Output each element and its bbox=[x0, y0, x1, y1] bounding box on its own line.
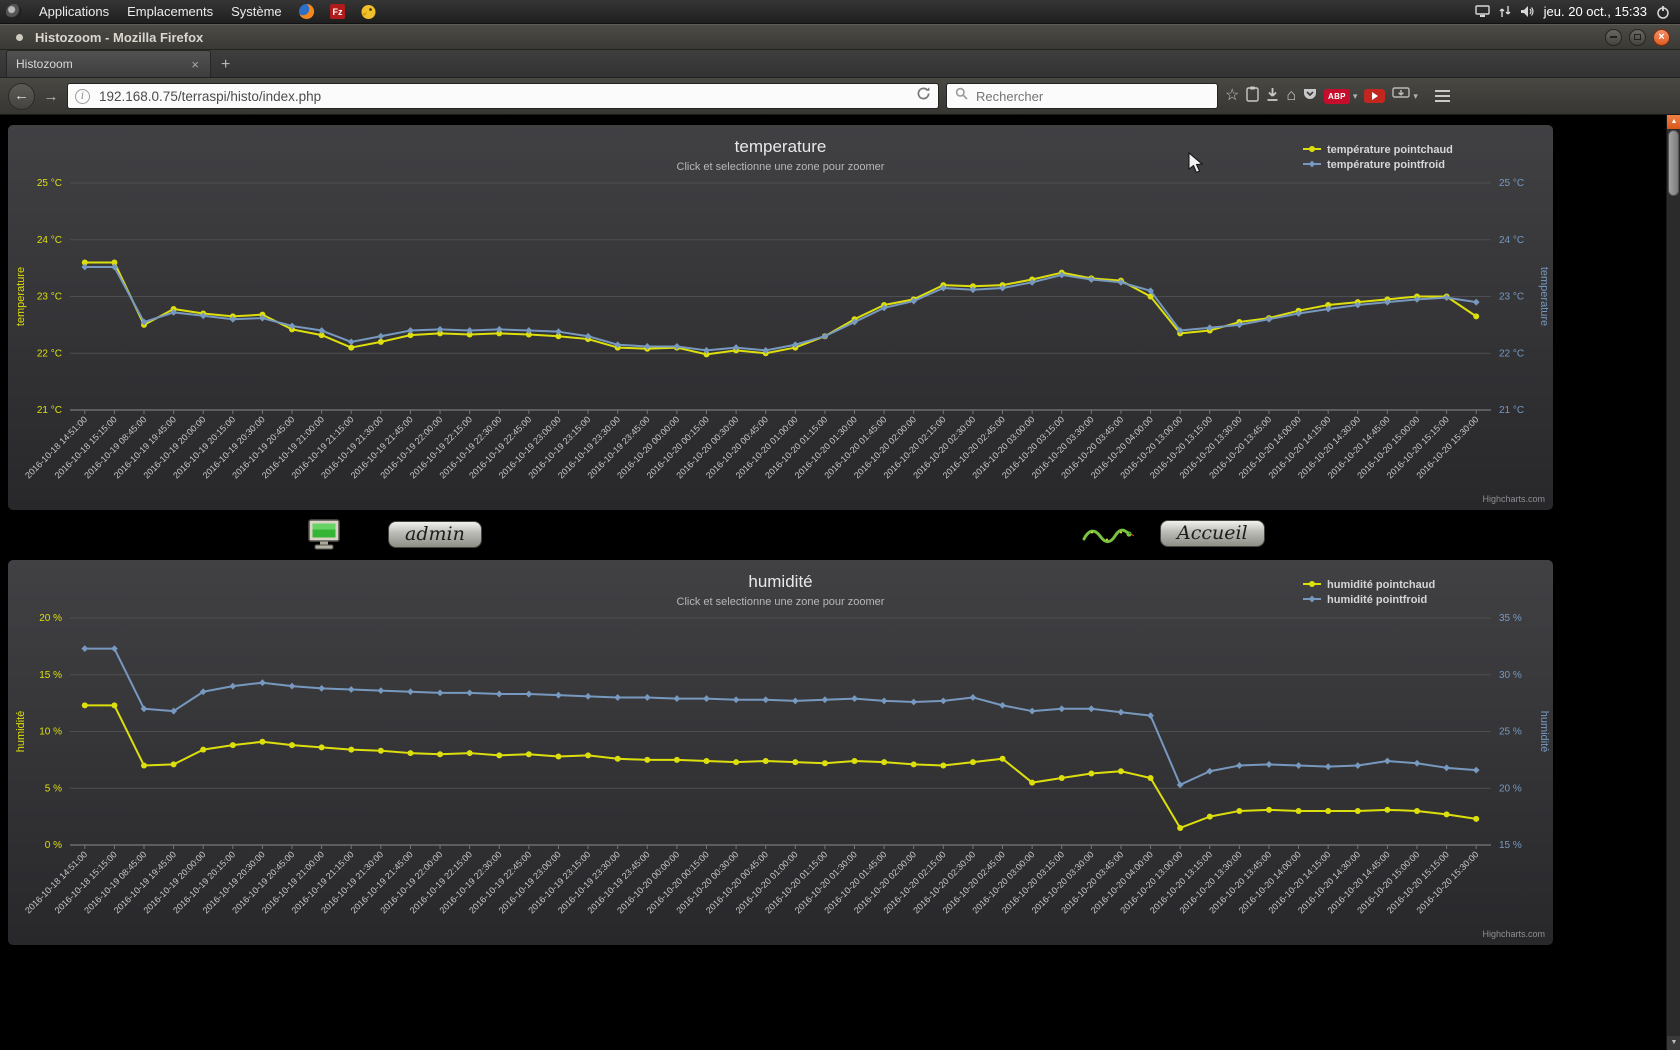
search-icon bbox=[955, 87, 968, 105]
svg-text:25 °C: 25 °C bbox=[37, 178, 62, 189]
menu-applications[interactable]: Applications bbox=[39, 4, 110, 19]
svg-text:22 °C: 22 °C bbox=[1499, 348, 1524, 359]
svg-text:15 %: 15 % bbox=[39, 670, 62, 681]
search-input[interactable] bbox=[974, 87, 1209, 105]
svg-text:25 °C: 25 °C bbox=[1499, 178, 1524, 189]
minimize-button[interactable] bbox=[1605, 28, 1622, 46]
menu-button[interactable] bbox=[1434, 90, 1450, 102]
svg-text:Click et selectionne une zone: Click et selectionne une zone pour zoome… bbox=[677, 161, 885, 173]
svg-text:22 °C: 22 °C bbox=[37, 348, 62, 359]
svg-text:Fz: Fz bbox=[332, 7, 342, 17]
video-downloader-icon bbox=[1392, 86, 1411, 106]
downloads-icon[interactable] bbox=[1266, 87, 1279, 106]
svg-text:temperature: temperature bbox=[1538, 267, 1550, 326]
window-titlebar[interactable]: Histozoom - Mozilla Firefox × bbox=[0, 24, 1680, 50]
svg-text:24 °C: 24 °C bbox=[1499, 235, 1524, 246]
url-bar[interactable]: i bbox=[67, 83, 939, 109]
mouse-cursor bbox=[1188, 151, 1205, 180]
svg-text:humidité pointchaud: humidité pointchaud bbox=[1327, 579, 1435, 591]
svg-text:30 %: 30 % bbox=[1499, 670, 1522, 681]
video-downloader-button[interactable]: ▾ bbox=[1392, 86, 1418, 106]
firefox-launcher-icon[interactable] bbox=[298, 3, 315, 20]
maximize-button[interactable] bbox=[1629, 28, 1646, 46]
distro-logo-icon[interactable] bbox=[6, 3, 22, 20]
reload-icon[interactable] bbox=[916, 86, 931, 106]
svg-text:24 °C: 24 °C bbox=[37, 235, 62, 246]
svg-text:humidité: humidité bbox=[748, 572, 812, 591]
navigation-toolbar: ← → i ☆ ⌂ ABP ▾ ▾ bbox=[0, 78, 1680, 115]
window-title: Histozoom - Mozilla Firefox bbox=[35, 29, 204, 45]
svg-text:21 °C: 21 °C bbox=[37, 405, 62, 416]
pidgin-launcher-icon[interactable] bbox=[360, 3, 377, 20]
svg-text:temperature: temperature bbox=[15, 267, 27, 326]
desktop-panel: Applications Emplacements Système Fz jeu… bbox=[0, 0, 1680, 24]
svg-text:20 %: 20 % bbox=[39, 613, 62, 624]
tab-close-icon[interactable]: × bbox=[191, 56, 199, 72]
svg-text:Highcharts.com: Highcharts.com bbox=[1482, 929, 1545, 939]
svg-text:23 °C: 23 °C bbox=[37, 292, 62, 303]
svg-text:Highcharts.com: Highcharts.com bbox=[1482, 494, 1545, 504]
clock[interactable]: jeu. 20 oct., 15:33 bbox=[1543, 4, 1647, 19]
chart-svg-1[interactable]: humidité Click et selectionne une zone po… bbox=[8, 560, 1553, 945]
page-content: temperature Click et selectionne une zone… bbox=[0, 115, 1666, 1050]
svg-text:température pointfroid: température pointfroid bbox=[1327, 159, 1445, 171]
new-tab-button[interactable]: + bbox=[221, 56, 231, 73]
adblock-plus-button[interactable]: ABP ▾ bbox=[1324, 88, 1358, 104]
svg-text:0 %: 0 % bbox=[45, 840, 62, 851]
adblock-badge: ABP bbox=[1324, 88, 1350, 104]
tab-bar: Histozoom × + bbox=[0, 50, 1680, 78]
volume-tray-icon[interactable] bbox=[1520, 5, 1535, 18]
svg-text:25 %: 25 % bbox=[1499, 727, 1522, 738]
svg-text:humidité pointfroid: humidité pointfroid bbox=[1327, 594, 1427, 606]
filezilla-launcher-icon[interactable]: Fz bbox=[329, 3, 346, 20]
svg-text:21 °C: 21 °C bbox=[1499, 405, 1524, 416]
vertical-scrollbar[interactable]: ▲ ▼ bbox=[1666, 115, 1680, 1050]
site-info-icon[interactable]: i bbox=[75, 88, 90, 104]
snake-icon bbox=[1082, 526, 1135, 551]
power-tray-icon[interactable] bbox=[1656, 5, 1670, 19]
svg-text:Click et selectionne une zone: Click et selectionne une zone pour zoome… bbox=[677, 596, 885, 608]
pocket-icon[interactable] bbox=[1303, 87, 1317, 105]
humidity-chart[interactable]: humidité Click et selectionne une zone po… bbox=[8, 560, 1553, 950]
forward-button[interactable]: → bbox=[43, 87, 59, 105]
chevron-down-icon: ▾ bbox=[1413, 90, 1418, 101]
scroll-down-button[interactable]: ▼ bbox=[1667, 1036, 1680, 1050]
svg-text:température pointchaud: température pointchaud bbox=[1327, 144, 1453, 156]
url-input[interactable] bbox=[97, 87, 909, 105]
clipboard-icon[interactable] bbox=[1246, 86, 1260, 106]
svg-text:23 °C: 23 °C bbox=[1499, 292, 1524, 303]
scrollbar-thumb[interactable] bbox=[1668, 130, 1679, 196]
tab-title: Histozoom bbox=[16, 57, 73, 71]
network-tray-icon[interactable] bbox=[1499, 5, 1511, 18]
svg-text:20 %: 20 % bbox=[1499, 783, 1522, 794]
middle-toolbar-band: admin Accueil bbox=[0, 510, 1666, 560]
home-icon[interactable]: ⌂ bbox=[1286, 87, 1297, 104]
window-icon bbox=[16, 33, 23, 41]
svg-text:35 %: 35 % bbox=[1499, 613, 1522, 624]
chevron-down-icon: ▾ bbox=[1352, 90, 1358, 101]
admin-link[interactable]: admin bbox=[388, 521, 482, 548]
svg-text:10 %: 10 % bbox=[39, 727, 62, 738]
tab-histozoom[interactable]: Histozoom × bbox=[6, 50, 211, 77]
svg-text:humidité: humidité bbox=[1538, 711, 1550, 753]
chart-svg-0[interactable]: temperature Click et selectionne une zone… bbox=[8, 125, 1553, 510]
menu-systeme[interactable]: Système bbox=[231, 4, 282, 19]
display-tray-icon[interactable] bbox=[1474, 5, 1490, 18]
svg-text:temperature: temperature bbox=[735, 137, 827, 156]
menu-emplacements[interactable]: Emplacements bbox=[127, 4, 214, 19]
computer-icon[interactable] bbox=[306, 518, 344, 557]
svg-text:humidité: humidité bbox=[15, 711, 27, 753]
svg-text:15 %: 15 % bbox=[1499, 840, 1522, 851]
temperature-chart[interactable]: temperature Click et selectionne une zone… bbox=[8, 125, 1553, 515]
youtube-icon bbox=[1364, 89, 1386, 103]
youtube-addon-button[interactable] bbox=[1364, 89, 1386, 103]
accueil-link[interactable]: Accueil bbox=[1160, 520, 1265, 547]
scroll-up-button[interactable]: ▲ bbox=[1667, 115, 1680, 129]
search-bar[interactable] bbox=[946, 83, 1218, 109]
bookmark-star-icon[interactable]: ☆ bbox=[1225, 87, 1240, 104]
svg-text:5 %: 5 % bbox=[45, 783, 62, 794]
back-button[interactable]: ← bbox=[8, 82, 35, 110]
close-button[interactable]: × bbox=[1653, 28, 1670, 46]
